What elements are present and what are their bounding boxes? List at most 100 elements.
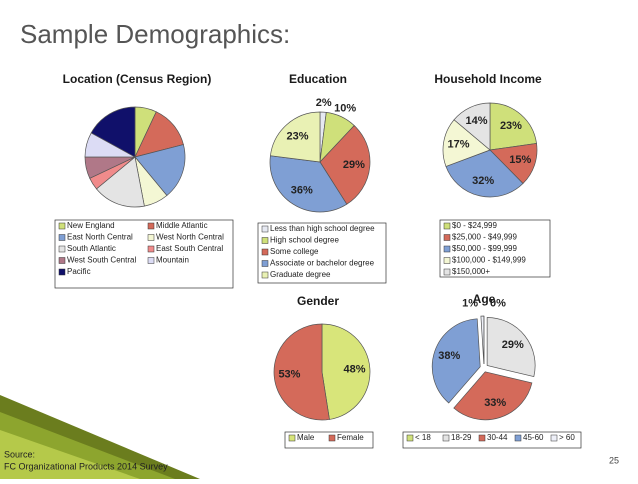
- legend-swatch: [147, 234, 155, 241]
- legend-swatch: [261, 260, 269, 267]
- pie-slice: [90, 106, 136, 158]
- pie-slice: [321, 323, 371, 420]
- legend-label: < 18: [415, 433, 431, 442]
- data-label: 48%: [344, 363, 366, 375]
- chart-title: Location (Census Region): [63, 72, 212, 86]
- data-label: 33%: [484, 397, 506, 409]
- legend-swatch: [443, 257, 451, 264]
- data-label: 15%: [509, 154, 531, 166]
- legend-label: South Atlantic: [67, 244, 116, 253]
- legend-label: East South Central: [156, 244, 223, 253]
- legend-label: Mountain: [156, 256, 189, 265]
- source: Source:: [4, 449, 35, 459]
- legend-swatch: [147, 257, 155, 264]
- pie-slice: [134, 144, 186, 197]
- legend-label: $100,000 - $149,999: [452, 256, 526, 265]
- legend-label: Less than high school degree: [270, 224, 375, 233]
- legend-label: 45-60: [523, 433, 544, 442]
- pie-slice: [453, 371, 533, 421]
- legend-label: $25,000 - $49,999: [452, 233, 517, 242]
- data-label: 23%: [286, 130, 308, 142]
- legend-swatch: [58, 245, 66, 253]
- pie-slice: [431, 318, 481, 404]
- legend-swatch: [443, 245, 451, 253]
- decoration: [0, 430, 140, 479]
- legend-label: $50,000 - $99,999: [452, 244, 517, 253]
- legend-swatch: [261, 225, 269, 233]
- legend-label: Female: [337, 433, 364, 442]
- legend-label: $150,000+: [452, 267, 490, 276]
- chart-title: Household Income: [434, 72, 542, 86]
- legend-box: [257, 222, 387, 284]
- page-number: 25: [609, 455, 619, 465]
- legend-label: Associate or bachelor degree: [270, 259, 375, 268]
- data-label: 23%: [500, 120, 522, 132]
- legend-swatch: [328, 434, 336, 442]
- legend-label: New England: [67, 221, 115, 230]
- chart-title: Age: [473, 292, 496, 306]
- legend-swatch: [443, 234, 451, 241]
- legend-label: West North Central: [156, 233, 224, 242]
- pie-slice: [445, 149, 524, 198]
- chart-title: Gender: [297, 294, 339, 308]
- slide-title: Sample Demographics:: [20, 19, 290, 49]
- data-label: 29%: [502, 339, 524, 351]
- legend-swatch: [288, 434, 296, 442]
- pie-slice: [273, 323, 330, 421]
- legend-label: Graduate degree: [270, 270, 331, 279]
- legend-swatch: [261, 271, 269, 279]
- legend-swatch: [58, 234, 66, 241]
- legend-swatch: [443, 268, 451, 276]
- data-label: 38%: [438, 350, 460, 362]
- legend-swatch: [261, 237, 269, 244]
- legend-label: $0 - $24,999: [452, 221, 497, 230]
- legend-swatch: [58, 268, 66, 276]
- pie-slice: [480, 315, 485, 365]
- legend-swatch: [443, 222, 451, 230]
- legend-swatch: [514, 434, 522, 442]
- legend-swatch: [58, 222, 66, 230]
- data-label: 29%: [343, 159, 365, 171]
- legend-label: Some college: [270, 247, 319, 256]
- data-label: 0%: [490, 297, 506, 309]
- data-label: 1%: [462, 297, 478, 309]
- legend-label: Pacific: [67, 267, 91, 276]
- legend-swatch: [406, 434, 414, 442]
- source: FC Organizational Products 2014 Survey: [4, 461, 168, 471]
- legend-swatch: [147, 222, 155, 230]
- data-label: 17%: [447, 138, 469, 150]
- data-label: 2%: [316, 97, 332, 109]
- legend-label: Middle Atlantic: [156, 221, 208, 230]
- legend-label: High school degree: [270, 236, 339, 245]
- pie-slice: [319, 125, 371, 205]
- legend-label: East North Central: [67, 233, 133, 242]
- legend-swatch: [478, 434, 486, 442]
- legend-label: West South Central: [67, 256, 136, 265]
- legend-swatch: [261, 248, 269, 256]
- data-label: 10%: [334, 103, 356, 115]
- legend-box: [439, 219, 551, 278]
- pie-slice: [95, 156, 145, 208]
- legend-label: Male: [297, 433, 315, 442]
- legend-box: [54, 219, 234, 289]
- pie-slice: [486, 317, 536, 378]
- data-label: 53%: [278, 368, 300, 380]
- legend-swatch: [442, 434, 450, 442]
- data-label: 36%: [291, 185, 313, 197]
- pie-slice: [442, 119, 491, 167]
- legend-swatch: [58, 257, 66, 264]
- pie-slice: [453, 102, 491, 151]
- pie-slice: [269, 155, 348, 213]
- chart-title: Education: [289, 72, 347, 86]
- legend-label: > 60: [559, 433, 575, 442]
- legend-swatch: [550, 434, 558, 442]
- legend-label: 30-44: [487, 433, 508, 442]
- data-label: 32%: [472, 175, 494, 187]
- data-label: 14%: [466, 115, 488, 127]
- legend-label: 18-29: [451, 433, 472, 442]
- pie-slice: [489, 102, 537, 151]
- pie-slice: [270, 111, 321, 163]
- legend-swatch: [147, 245, 155, 253]
